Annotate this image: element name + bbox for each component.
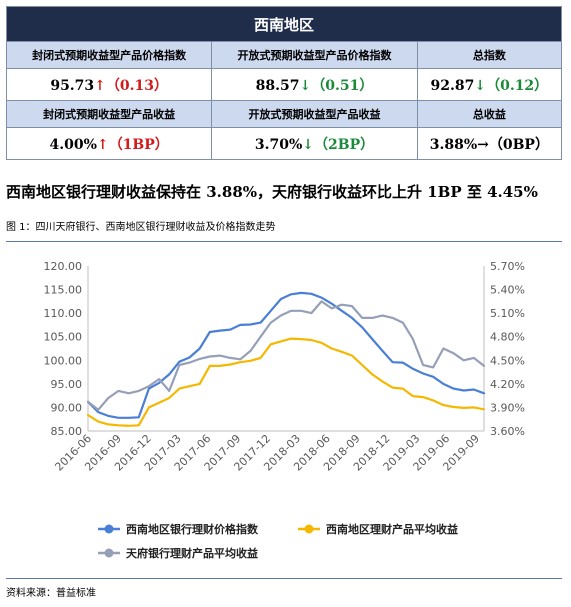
- up-arrow-icon: ↑: [94, 77, 106, 94]
- value-total-yield: 3.88%→（0BP）: [416, 127, 563, 160]
- series-line-3: [86, 300, 486, 411]
- value-open-yield: 3.70%↓（2BP）: [211, 127, 418, 160]
- legend-marker: [104, 548, 114, 558]
- value-closed-yield: 4.00%↑（1BP）: [5, 127, 213, 160]
- y-right-tick-label: 3.90%: [490, 401, 525, 414]
- series-line-2: [86, 337, 486, 427]
- legend-label: 西南地区理财产品平均收益: [326, 522, 458, 536]
- summary-title: 西南地区: [6, 6, 562, 42]
- down-arrow-icon: ↓: [302, 136, 315, 153]
- divider: [6, 241, 562, 242]
- label-closed-price-index: 封闭式预期收益型产品价格指数: [5, 41, 213, 69]
- line-chart: 85.00 90.00 95.00 100.00 105.00 110.00 115.00 1…: [44, 260, 525, 560]
- label-total-yield: 总收益: [416, 100, 563, 128]
- y-left-tick-label: 105.00: [44, 331, 83, 344]
- legend-marker: [304, 524, 314, 534]
- label-total-index: 总指数: [416, 41, 563, 69]
- figure-title: 图 1：四川天府银行、西南地区银行理财收益及价格指数走势: [6, 222, 276, 233]
- y-right-tick-label: 4.80%: [490, 331, 525, 344]
- legend-label: 天府银行理财产品平均收益: [126, 546, 258, 560]
- label-closed-yield: 封闭式预期收益型产品收益: [5, 100, 213, 128]
- summary-table: 西南地区 封闭式预期收益型产品价格指数 开放式预期收益型产品价格指数 总指数 9…: [5, 6, 563, 160]
- legend-label: 西南地区银行理财价格指数: [126, 522, 259, 536]
- down-arrow-icon: ↓: [474, 77, 487, 94]
- y-left-tick-label: 120.00: [44, 260, 83, 273]
- y-left-tick-label: 85.00: [51, 425, 83, 438]
- chart-axes: 85.00 90.00 95.00 100.00 105.00 110.00 115.00 1…: [44, 260, 525, 474]
- headline: 西南地区银行理财收益保持在 3.88%，天府银行收益环比上升 1BP 至 4.4…: [6, 183, 538, 201]
- divider: [6, 578, 562, 579]
- y-right-tick-label: 4.50%: [490, 354, 525, 367]
- down-arrow-icon: ↓: [299, 77, 312, 94]
- series-line-1: [86, 291, 486, 419]
- chart-series: [86, 291, 486, 427]
- y-left-tick-label: 90.00: [51, 401, 83, 414]
- value-closed-price-index: 95.73↑（0.13）: [5, 68, 213, 101]
- y-right-tick-label: 5.10%: [490, 307, 525, 320]
- up-arrow-icon: ↑: [96, 136, 109, 153]
- label-open-price-index: 开放式预期收益型产品价格指数: [211, 41, 418, 69]
- source-note: 资料来源：普益标准: [6, 588, 96, 599]
- value-total-index: 92.87↓（0.12）: [416, 68, 563, 101]
- y-left-tick-label: 95.00: [51, 378, 83, 391]
- y-left-tick-label: 100.00: [44, 354, 83, 367]
- y-left-tick-label: 110.00: [44, 307, 83, 320]
- label-open-yield: 开放式预期收益型产品收益: [211, 100, 418, 128]
- legend-marker: [104, 524, 114, 534]
- y-right-tick-label: 5.70%: [490, 260, 525, 273]
- y-left-tick-label: 115.00: [44, 284, 83, 297]
- y-right-tick-label: 5.40%: [490, 284, 525, 297]
- right-arrow-icon: →: [477, 136, 489, 153]
- y-right-tick-label: 3.60%: [490, 425, 525, 438]
- y-right-tick-label: 4.20%: [490, 378, 525, 391]
- value-open-price-index: 88.57↓（0.51）: [211, 68, 418, 101]
